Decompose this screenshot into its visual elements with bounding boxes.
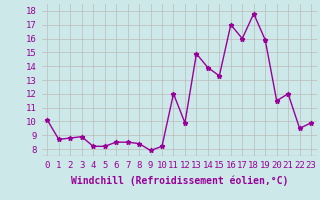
X-axis label: Windchill (Refroidissement éolien,°C): Windchill (Refroidissement éolien,°C) [70, 175, 288, 186]
